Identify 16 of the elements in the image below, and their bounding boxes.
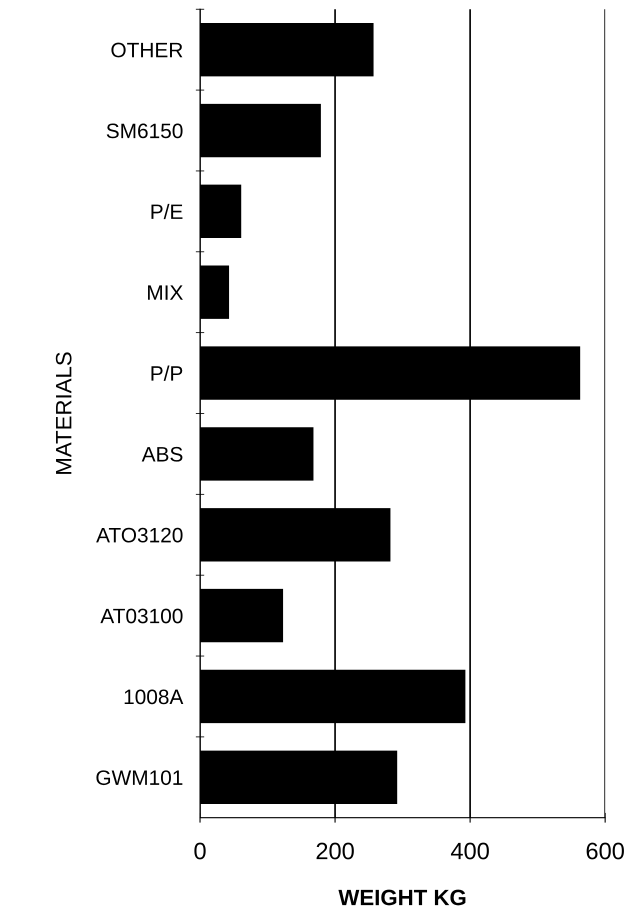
y-tick-label: OTHER [111,42,182,58]
y-tick-label: ATO3120 [96,528,183,543]
y-tick-label: P/E [151,204,182,220]
y-tick-label: GWM101 [96,770,182,786]
x-tick-label: 600 [586,842,624,860]
x-axis-title: WEIGHT KG [338,890,466,906]
x-tick-label: 0 [194,842,206,860]
x-tick-label: 200 [316,842,354,860]
y-tick-label: P/P [151,366,182,381]
y-axis-title: MATERIALS [56,352,72,474]
y-tick-label: 1008A [124,689,184,704]
y-tick-label: MIX [148,285,183,300]
y-tick-label: SM6150 [106,124,183,138]
y-tick-label: ABS [142,446,182,462]
y-tick-label: AT03100 [100,608,183,624]
x-tick-label: 400 [450,842,489,860]
